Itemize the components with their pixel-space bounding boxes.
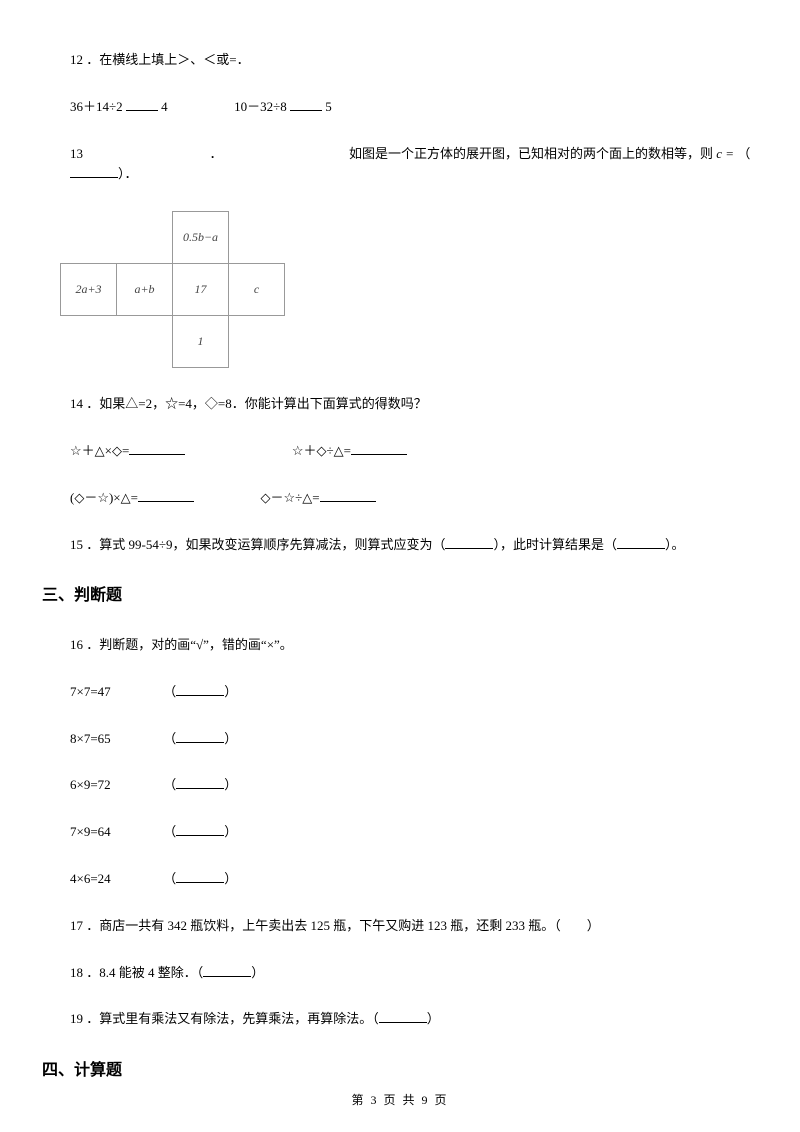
q16-item5: 4×6=24 （） bbox=[42, 869, 758, 890]
question-14: 14 ．如果△=2，☆=4，◇=8．你能计算出下面算式的得数吗？ bbox=[42, 394, 758, 415]
q16-item4: 7×9=64 （） bbox=[42, 822, 758, 843]
q12-blank1 bbox=[126, 98, 158, 111]
question-14-row1: ☆＋△×◇= ☆＋◇÷△= bbox=[42, 441, 758, 462]
question-16: 16 ．判断题，对的画“√”，错的画“×”。 bbox=[42, 635, 758, 656]
q13-sep: ． bbox=[210, 146, 223, 161]
q16-blank3 bbox=[176, 776, 224, 789]
q16-i2: 8×7=65 bbox=[70, 729, 160, 750]
q14-e4: ◇－☆÷△= bbox=[260, 490, 319, 505]
q15-number: 15 bbox=[70, 537, 83, 552]
question-13: 13 ． 如图是一个正方体的展开图，已知相对的两个面上的数相等，则 c = （ ）… bbox=[42, 144, 758, 186]
cube-cell-3: 17 bbox=[173, 264, 229, 316]
q14-e2: ☆＋◇÷△= bbox=[292, 443, 351, 458]
cube-cell-top: 0.5b−a bbox=[173, 212, 229, 264]
q14-blank1 bbox=[129, 442, 185, 455]
section-4-heading: 四、计算题 bbox=[42, 1058, 758, 1084]
q16-i3: 6×9=72 bbox=[70, 775, 160, 796]
q18-blank bbox=[203, 964, 251, 977]
q14-text: ．如果△=2，☆=4，◇=8．你能计算出下面算式的得数吗？ bbox=[86, 396, 427, 411]
q13-close-paren: ）． bbox=[118, 166, 138, 181]
question-17: 17 ．商店一共有 342 瓶饮料，上午卖出去 125 瓶，下午又购进 123 … bbox=[42, 916, 758, 937]
q14-e1: ☆＋△×◇= bbox=[70, 443, 129, 458]
cube-cell-1: 2a+3 bbox=[61, 264, 117, 316]
cube-cell-2: a+b bbox=[117, 264, 173, 316]
q16-text: ．判断题，对的画“√”，错的画“×”。 bbox=[86, 637, 293, 652]
question-12-expressions: 36＋14÷2 4 10－32÷8 5 bbox=[42, 97, 758, 118]
q16-number: 16 bbox=[70, 637, 83, 652]
q19-text: ．算式里有乘法又有除法，先算乘法，再算除法。（ bbox=[86, 1011, 379, 1026]
q16-item2: 8×7=65 （） bbox=[42, 729, 758, 750]
q13-blank bbox=[70, 165, 118, 178]
q15-text2: ），此时计算结果是（ bbox=[493, 537, 617, 552]
q12-expr2-right: 5 bbox=[325, 99, 332, 114]
q12-expr1-left: 36＋14÷2 bbox=[70, 99, 123, 114]
q15-blank1 bbox=[445, 536, 493, 549]
q12-expr1-right: 4 bbox=[161, 99, 168, 114]
q12-expr2-left: 10－32÷8 bbox=[234, 99, 287, 114]
section-3-heading: 三、判断题 bbox=[42, 583, 758, 609]
page-content: 12 ．在横线上填上＞、＜或=． 36＋14÷2 4 10－32÷8 5 13 … bbox=[0, 0, 800, 1084]
q14-e3: (◇－☆)×△= bbox=[70, 490, 138, 505]
q13-number: 13 bbox=[70, 146, 83, 161]
q19-blank bbox=[379, 1010, 427, 1023]
question-19: 19 ．算式里有乘法又有除法，先算乘法，再算除法。（ ） bbox=[42, 1009, 758, 1030]
q12-text: ．在横线上填上＞、＜或=． bbox=[86, 52, 249, 67]
q16-blank5 bbox=[176, 870, 224, 883]
cube-net-table: 0.5b−a 2a+3 a+b 17 c 1 bbox=[60, 211, 285, 368]
q13-var: c = bbox=[716, 146, 734, 161]
q18-text: ．8.4 能被 4 整除．（ bbox=[86, 965, 203, 980]
q17-text: ．商店一共有 342 瓶饮料，上午卖出去 125 瓶，下午又购进 123 瓶，还… bbox=[86, 918, 600, 933]
q16-blank2 bbox=[176, 730, 224, 743]
question-15: 15 ．算式 99-54÷9，如果改变运算顺序先算减法，则算式应变为（ ），此时计… bbox=[42, 535, 758, 556]
q18-close: ） bbox=[251, 965, 264, 980]
q16-item3: 6×9=72 （） bbox=[42, 775, 758, 796]
cube-cell-bottom: 1 bbox=[173, 316, 229, 368]
q14-number: 14 bbox=[70, 396, 83, 411]
q15-text3: ）。 bbox=[665, 537, 685, 552]
q17-number: 17 bbox=[70, 918, 83, 933]
question-18: 18 ．8.4 能被 4 整除．（ ） bbox=[42, 963, 758, 984]
question-12: 12 ．在横线上填上＞、＜或=． bbox=[42, 50, 758, 71]
q16-i1: 7×7=47 bbox=[70, 682, 160, 703]
q14-blank2 bbox=[351, 442, 407, 455]
q19-number: 19 bbox=[70, 1011, 83, 1026]
q12-blank2 bbox=[290, 98, 322, 111]
q12-number: 12 bbox=[70, 52, 83, 67]
question-14-row2: (◇－☆)×△= ◇－☆÷△= bbox=[42, 488, 758, 509]
q16-item1: 7×7=47 （） bbox=[42, 682, 758, 703]
q16-i5: 4×6=24 bbox=[70, 869, 160, 890]
q13-text: 如图是一个正方体的展开图，已知相对的两个面上的数相等，则 bbox=[349, 146, 713, 161]
q13-open-paren: （ bbox=[737, 146, 750, 161]
cube-cell-4: c bbox=[229, 264, 285, 316]
q18-number: 18 bbox=[70, 965, 83, 980]
q14-blank4 bbox=[320, 489, 376, 502]
q14-blank3 bbox=[138, 489, 194, 502]
q19-close: ） bbox=[427, 1011, 440, 1026]
q16-blank1 bbox=[176, 683, 224, 696]
q16-i4: 7×9=64 bbox=[70, 822, 160, 843]
q15-text1: ．算式 99-54÷9，如果改变运算顺序先算减法，则算式应变为（ bbox=[86, 537, 445, 552]
q15-blank2 bbox=[617, 536, 665, 549]
cube-net-figure: 0.5b−a 2a+3 a+b 17 c 1 bbox=[42, 211, 758, 368]
q16-blank4 bbox=[176, 823, 224, 836]
page-footer: 第 3 页 共 9 页 bbox=[0, 1091, 800, 1110]
